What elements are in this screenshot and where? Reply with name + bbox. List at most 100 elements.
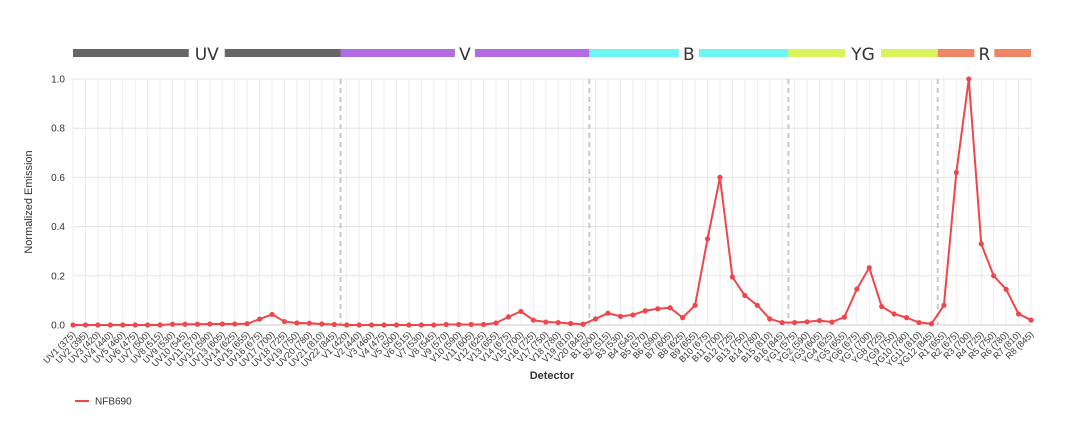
- data-point[interactable]: [667, 305, 673, 311]
- data-point[interactable]: [592, 316, 599, 322]
- data-point[interactable]: [219, 321, 225, 327]
- data-point[interactable]: [1028, 317, 1034, 323]
- data-point[interactable]: [368, 322, 375, 328]
- data-point[interactable]: [767, 316, 773, 322]
- data-point[interactable]: [1003, 286, 1009, 292]
- data-point[interactable]: [169, 321, 176, 327]
- data-point[interactable]: [145, 322, 151, 328]
- data-point[interactable]: [680, 315, 686, 321]
- data-point[interactable]: [854, 286, 860, 292]
- data-point[interactable]: [95, 322, 101, 328]
- data-point[interactable]: [928, 321, 935, 327]
- y-tick-label: 0.2: [51, 271, 65, 282]
- laser-band-b: [589, 49, 679, 57]
- legend-label[interactable]: NFB690: [95, 397, 132, 408]
- data-point[interactable]: [107, 322, 113, 328]
- series-line-nfb690: [73, 78, 1032, 326]
- laser-bands: UV V B YG R: [73, 45, 1031, 65]
- data-point[interactable]: [829, 319, 835, 325]
- data-point[interactable]: [903, 315, 910, 321]
- data-point[interactable]: [617, 313, 624, 319]
- data-point[interactable]: [244, 321, 250, 327]
- data-point[interactable]: [630, 312, 636, 318]
- laser-band-v: [474, 49, 590, 57]
- laser-band-uv: [224, 49, 341, 57]
- data-point[interactable]: [953, 169, 959, 176]
- laser-band-r: [994, 49, 1031, 57]
- data-point[interactable]: [580, 321, 586, 327]
- data-point[interactable]: [605, 310, 611, 316]
- x-axis-title: Detector: [530, 370, 575, 382]
- laser-separators: [339, 79, 939, 325]
- laser-band-v: [340, 49, 455, 57]
- data-point[interactable]: [692, 302, 698, 308]
- data-point[interactable]: [269, 311, 275, 318]
- data-point[interactable]: [704, 236, 711, 242]
- data-point[interactable]: [792, 319, 798, 326]
- laser-band-r: [937, 49, 975, 57]
- data-point[interactable]: [941, 302, 947, 308]
- x-tick-labels: UV1 (375)UV2 (395)UV3 (420)UV4 (440)UV5 …: [41, 329, 1035, 369]
- y-tick-label: 1.0: [51, 75, 65, 86]
- data-point[interactable]: [232, 321, 238, 327]
- data-point[interactable]: [443, 321, 449, 328]
- data-point[interactable]: [406, 322, 412, 328]
- data-point[interactable]: [891, 311, 897, 317]
- data-point[interactable]: [816, 317, 823, 324]
- data-point[interactable]: [505, 314, 512, 320]
- data-point[interactable]: [655, 306, 661, 312]
- data-point[interactable]: [642, 308, 648, 314]
- data-point[interactable]: [281, 318, 288, 325]
- data-point[interactable]: [82, 322, 89, 328]
- laser-label-b: B: [683, 45, 695, 65]
- data-point[interactable]: [207, 321, 213, 327]
- data-point[interactable]: [966, 76, 972, 82]
- data-point[interactable]: [717, 174, 723, 180]
- data-point[interactable]: [306, 320, 312, 326]
- data-point[interactable]: [543, 319, 549, 325]
- data-point[interactable]: [132, 322, 138, 328]
- data-point[interactable]: [157, 322, 163, 328]
- data-point[interactable]: [568, 320, 574, 327]
- data-point[interactable]: [555, 319, 561, 326]
- data-point[interactable]: [879, 303, 885, 310]
- data-point[interactable]: [916, 319, 922, 326]
- data-point[interactable]: [331, 321, 337, 328]
- y-tick-labels: 0.0 0.2 0.4 0.6 0.8 1.0: [51, 75, 65, 332]
- data-point[interactable]: [841, 314, 847, 320]
- data-point[interactable]: [779, 319, 785, 326]
- data-point[interactable]: [480, 321, 487, 328]
- data-point[interactable]: [120, 322, 126, 328]
- data-point[interactable]: [754, 302, 760, 308]
- data-point[interactable]: [991, 273, 997, 279]
- data-point[interactable]: [418, 322, 424, 328]
- data-point[interactable]: [456, 321, 462, 328]
- data-point[interactable]: [530, 317, 536, 323]
- data-point[interactable]: [319, 321, 325, 327]
- data-point[interactable]: [729, 274, 736, 280]
- data-point[interactable]: [70, 322, 76, 328]
- data-point[interactable]: [182, 321, 188, 327]
- laser-band-yg: [881, 49, 938, 57]
- data-point[interactable]: [978, 241, 984, 247]
- data-point[interactable]: [866, 265, 872, 271]
- data-point[interactable]: [518, 308, 524, 315]
- data-point[interactable]: [381, 322, 387, 328]
- y-tick-label: 0.0: [51, 321, 65, 332]
- data-point[interactable]: [393, 322, 400, 328]
- legend[interactable]: NFB690: [75, 397, 132, 408]
- data-point[interactable]: [804, 319, 810, 325]
- y-axis-title: Normalized Emission: [23, 150, 35, 253]
- data-point[interactable]: [194, 321, 201, 327]
- laser-label-yg: YG: [850, 45, 875, 65]
- data-point[interactable]: [1015, 311, 1022, 317]
- data-point[interactable]: [257, 316, 263, 322]
- data-point[interactable]: [493, 320, 499, 326]
- data-point[interactable]: [344, 322, 350, 328]
- data-point[interactable]: [356, 322, 362, 328]
- data-point[interactable]: [294, 320, 300, 326]
- data-point[interactable]: [431, 322, 437, 328]
- data-point[interactable]: [742, 292, 748, 299]
- data-point[interactable]: [468, 321, 474, 328]
